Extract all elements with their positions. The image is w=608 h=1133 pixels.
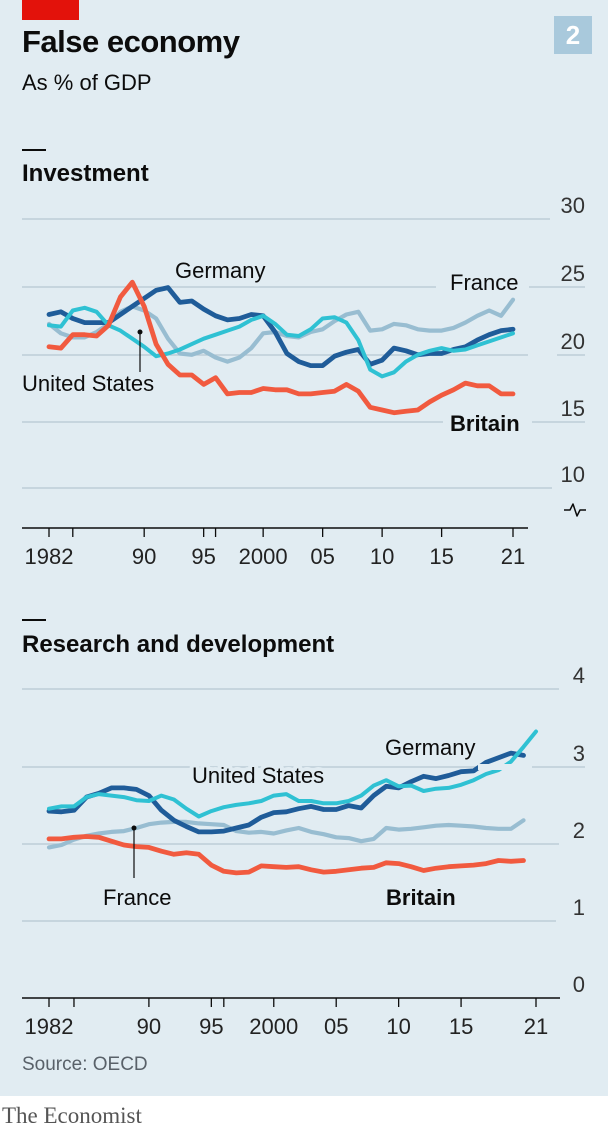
section-title: Investment [22,160,149,187]
series-line-britain [46,279,516,416]
tick-label-knockout [559,841,587,847]
label-leader-dot [137,329,143,335]
y-tick-label: 1 [573,895,585,920]
tick-label-knockout [556,918,587,924]
y-tick-label: 15 [561,396,585,421]
investment-chart: Investment 30 25 20 15 10 Germany France United … [18,149,587,569]
economist-red-tab [22,0,79,20]
source-note: Source: OECD [22,1054,148,1075]
x-tick-label: 1982 [25,1014,74,1039]
tick-label-knockout [559,686,587,692]
section-title: Research and development [22,631,334,658]
tick-label-knockout [552,485,587,491]
tick-label-knockout [528,352,557,358]
y-tick-label: 10 [561,462,585,487]
series-line-britain [46,834,526,876]
x-tick-label: 95 [199,1014,223,1039]
series-label-united-states: United States [192,763,324,788]
y-tick-label: 2 [573,818,585,843]
tick-label-knockout [478,764,532,770]
chart-number-badge: 2 [554,16,592,54]
x-tick-label: 05 [324,1014,348,1039]
rnd-chart: Research and development43210GermanyUnit… [22,619,587,1039]
y-tick-label: 30 [561,193,585,218]
series-label-britain: Britain [386,885,456,910]
series-line-united-states [47,729,538,819]
x-tick-label: 10 [370,544,394,569]
tick-label-knockout [436,284,529,290]
x-tick-label: 10 [386,1014,410,1039]
x-tick-label: 05 [310,544,334,569]
x-tick-label: 95 [191,544,215,569]
series-label-germany: Germany [385,735,475,760]
x-tick-label: 2000 [239,544,288,569]
series-label-britain: Britain [450,411,520,436]
chart-title: False economy [22,24,240,59]
series-label-united-states: United States [22,371,154,396]
chart-subtitle: As % of GDP [22,70,152,95]
y-tick-label: 0 [573,972,585,997]
section-title-bar [22,149,46,151]
section-title-bar [22,619,46,621]
x-tick-label: 1982 [25,544,74,569]
series-line-germany [46,750,526,835]
chart-background [0,0,608,1096]
tick-label-knockout [443,419,532,425]
y-tick-label: 20 [561,329,585,354]
series-line-united-states [47,305,515,379]
x-tick-label: 21 [524,1014,548,1039]
series-label-germany: Germany [175,258,265,283]
label-leader-dot [131,825,137,831]
x-tick-label: 90 [137,1014,161,1039]
series-line-germany [46,285,516,369]
y-tick-label: 25 [561,261,585,286]
tick-label-knockout [550,216,587,222]
series-label-france: France [450,270,518,295]
economist-logo: The Economist [2,1103,142,1128]
x-tick-label: 15 [429,544,453,569]
x-tick-label: 15 [449,1014,473,1039]
y-tick-label: 3 [573,741,585,766]
x-tick-label: 2000 [249,1014,298,1039]
series-line-france [46,818,526,850]
series-label-france: France [103,885,171,910]
x-tick-label: 90 [132,544,156,569]
x-tick-label: 21 [501,544,525,569]
axis-break-icon [564,503,586,517]
y-tick-label: 4 [573,663,585,688]
